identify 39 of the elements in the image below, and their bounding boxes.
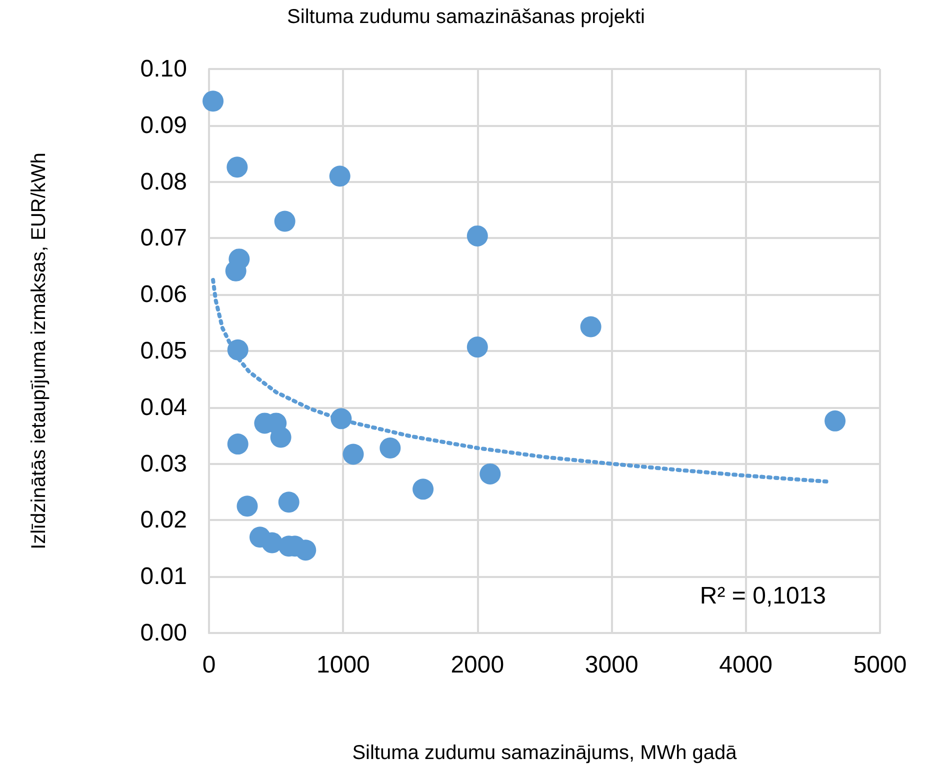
point bbox=[329, 166, 350, 187]
point bbox=[466, 336, 488, 358]
x-axis-title: Siltuma zudumu samazinājums, MWh gadā bbox=[352, 742, 738, 764]
point bbox=[270, 426, 292, 448]
x-tick-label: 1000 bbox=[316, 652, 370, 678]
x-tick-label: 5000 bbox=[853, 652, 907, 678]
x-tick-label: 3000 bbox=[584, 652, 638, 678]
y-tick-label: 0.06 bbox=[140, 281, 187, 308]
y-tick-label: 0.01 bbox=[140, 563, 187, 590]
point bbox=[824, 410, 846, 432]
point bbox=[412, 478, 434, 500]
point bbox=[342, 444, 364, 465]
y-tick-label: 0.04 bbox=[140, 394, 187, 421]
y-tick-label: 0.03 bbox=[140, 450, 187, 478]
point bbox=[278, 492, 300, 513]
x-tick-label: 0 bbox=[202, 652, 216, 678]
y-tick-label: 0.09 bbox=[140, 112, 187, 139]
y-tick-label: 0.10 bbox=[140, 56, 187, 82]
point bbox=[380, 438, 401, 458]
y-tick-label: 0.08 bbox=[140, 168, 187, 196]
chart-title: Siltuma zudumu samazināšanas projekti bbox=[287, 6, 645, 28]
point bbox=[227, 434, 248, 455]
point bbox=[202, 90, 224, 112]
y-tick-label: 0.05 bbox=[140, 338, 187, 364]
point bbox=[226, 156, 248, 178]
point bbox=[295, 540, 316, 561]
annotation: R² = 0,1013 bbox=[700, 582, 826, 610]
y-tick-label: 0.02 bbox=[140, 506, 187, 534]
x-tick-label: 2000 bbox=[450, 652, 504, 678]
point bbox=[580, 316, 602, 338]
point bbox=[466, 225, 488, 246]
point bbox=[274, 210, 296, 232]
x-tick-label: 4000 bbox=[719, 652, 772, 678]
y-tick-label: 0.07 bbox=[140, 224, 187, 252]
y-tick-label: 0.00 bbox=[140, 620, 187, 646]
point bbox=[236, 496, 258, 517]
point bbox=[262, 532, 283, 554]
y-axis-title: Izlīdzinātās ietaupījuma izmaksas, EUR/kWh bbox=[28, 152, 50, 550]
point bbox=[480, 463, 501, 484]
